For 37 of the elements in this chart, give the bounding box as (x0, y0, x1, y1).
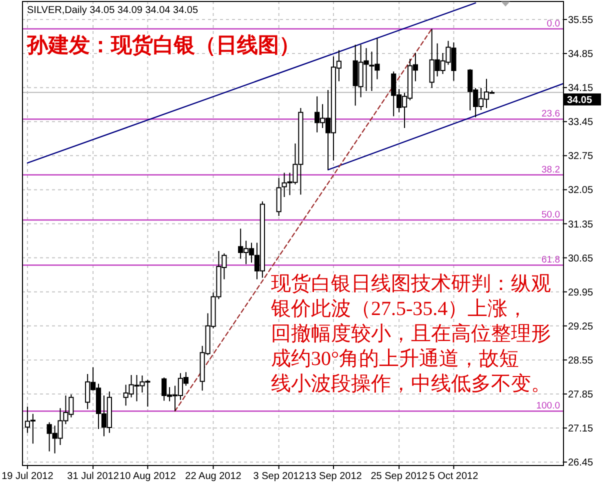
ref-line-label: 0.0 (546, 18, 560, 30)
annotation: 现货白银日线图技术研判：纵观 (271, 273, 551, 295)
y-tick-label: 32.05 (568, 185, 594, 196)
ref-line-label: 23.6 (542, 108, 560, 120)
x-tick-label: 3 Sep 2012 (253, 471, 305, 482)
y-tick-label: 33.45 (568, 117, 594, 128)
candlestick (276, 178, 282, 216)
ref-line-label: 50.0 (542, 210, 560, 221)
x-tick-label: 19 Jul 2012 (2, 471, 54, 482)
annotation: 回撤幅度较小，且在高位整理形 (271, 322, 551, 345)
x-tick-label: 13 Sep 2012 (305, 471, 362, 482)
y-tick-label: 34.15 (568, 83, 594, 94)
annotation: 成约30°角的上升通道，故短 (271, 348, 519, 370)
ref-line-label: 34.05 (567, 94, 592, 106)
x-tick-label: 31 Jul 2012 (67, 471, 120, 482)
x-tick-label: 5 Oct 2012 (429, 471, 479, 482)
y-tick-label: 28.55 (568, 355, 594, 366)
y-tick-label: 35.55 (568, 14, 594, 26)
y-tick-label: 30.65 (568, 253, 594, 264)
x-tick-label: 22 Aug 2012 (185, 471, 242, 482)
ref-line-label: 100.0 (536, 400, 560, 412)
y-tick-label: 27.15 (568, 424, 594, 435)
text: 孙建发：现货白银（日线图） (26, 33, 300, 57)
x-tick-label: 25 Sep 2012 (370, 471, 428, 482)
y-tick-label: 29.95 (568, 287, 594, 298)
y-tick-label: 26.45 (568, 458, 594, 469)
ref-line-label: 38.2 (542, 164, 560, 176)
y-tick-label: 27.85 (568, 389, 594, 400)
y-tick-label: 32.75 (568, 151, 594, 162)
y-tick-label: 34.85 (568, 49, 594, 60)
y-tick-label: 31.35 (568, 219, 594, 230)
y-tick-label: 29.25 (568, 321, 594, 332)
chart-subtitle: SILVER,Daily 34.05 34.09 34.04 34.05 (27, 5, 198, 16)
annotation: 线小波段操作，中线低多不变。 (271, 373, 551, 395)
ref-line-label: 61.8 (542, 254, 560, 266)
x-tick-label: 10 Aug 2012 (120, 471, 176, 482)
annotation: 银价此波（27.5-35.4）上涨， (270, 298, 528, 320)
